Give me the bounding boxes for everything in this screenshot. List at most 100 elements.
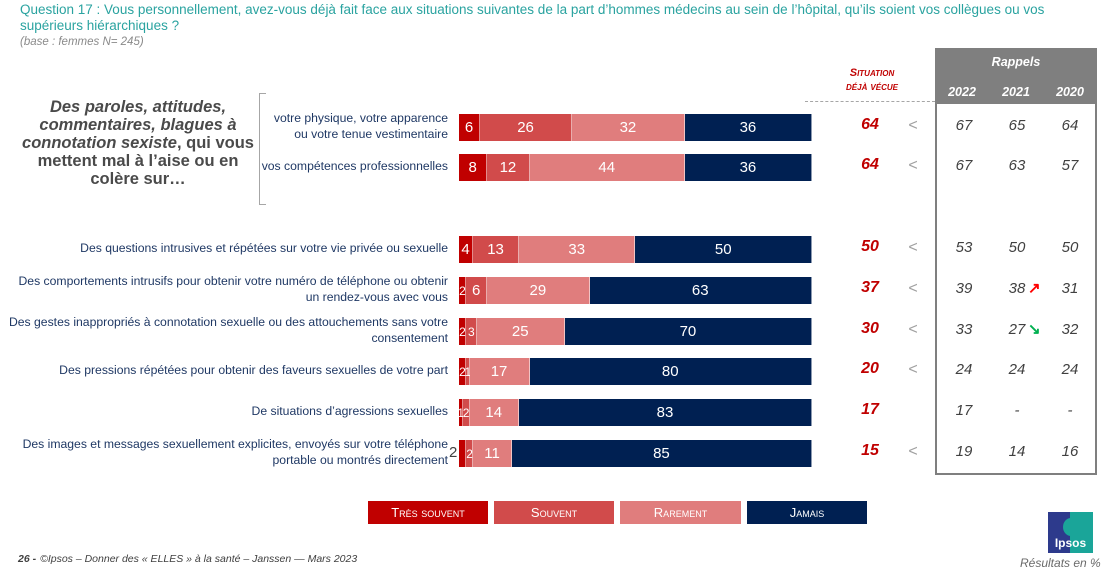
seg-rarement: 29 <box>487 277 590 304</box>
stacked-bar: 2 3 25 70 <box>459 318 812 345</box>
group-bracket <box>259 93 266 205</box>
legend-rarement: Rarement <box>620 501 741 524</box>
year-2021: 2021 <box>1002 85 1030 99</box>
situation-header-line2: déjà vécue <box>846 81 898 93</box>
seg-souvent: 12 <box>487 154 530 181</box>
seg-tres-souvent <box>459 440 467 467</box>
row-label: vos compétences professionnelles <box>261 159 448 173</box>
situation-value: 64 <box>861 116 879 133</box>
row-label: consentement <box>371 331 448 345</box>
question-text: Question 17 : Vous personnellement, avez… <box>20 2 1045 33</box>
footer-text: ©Ipsos – Donner des « ELLES » à la santé… <box>40 553 358 565</box>
comparison-sign: < <box>908 361 918 378</box>
rappel-value-2020: 57 <box>1061 157 1079 174</box>
legend-tres-souvent: Très souvent <box>368 501 488 524</box>
stacked-bar: 4 13 33 50 <box>459 236 812 263</box>
rappel-value-2022: 67 <box>955 117 973 134</box>
situation-header: Situation déjà vécue <box>822 66 922 94</box>
rappel-value-2020: 16 <box>1061 443 1079 460</box>
rappel-value-2021: 38 <box>1008 280 1026 297</box>
seg-souvent: 6 <box>466 277 488 304</box>
seg-tres-souvent: 4 <box>459 236 474 263</box>
rappel-value-2022: 33 <box>955 321 973 338</box>
rappel-value-2021: 24 <box>1008 361 1026 378</box>
base-note: (base : femmes N= 245) <box>20 36 144 48</box>
rappel-value-2022: 67 <box>955 157 973 174</box>
group-title: Des paroles, attitudes, commentaires, bl… <box>18 98 258 188</box>
seg-jamais: 63 <box>589 277 812 304</box>
stacked-bar: 2 6 29 63 <box>459 277 812 304</box>
seg-souvent: 2 <box>462 399 470 426</box>
row-label: portable ou montrés directement <box>272 453 448 467</box>
comparison-sign: < <box>908 157 918 174</box>
footer: 26 - ©Ipsos – Donner des « ELLES » à la s… <box>18 553 357 565</box>
rappel-value-2022: 39 <box>955 280 973 297</box>
year-2020: 2020 <box>1056 85 1084 99</box>
comparison-sign: < <box>908 321 918 338</box>
page-number: 26 - <box>18 553 37 565</box>
seg-jamais: 36 <box>684 154 812 181</box>
rappel-value-2022: 19 <box>955 443 973 460</box>
seg-jamais: 70 <box>564 318 812 345</box>
trend-up-arrow-icon: ↗ <box>1028 280 1041 297</box>
seg-rarement: 11 <box>473 440 512 467</box>
outside-value-label: 2 <box>449 444 458 461</box>
situation-header-line1: Situation <box>849 67 895 79</box>
situation-value: 17 <box>861 401 879 418</box>
rappel-value-2021: 27 <box>1008 321 1026 338</box>
stacked-bar: 1 2 14 83 <box>457 399 812 426</box>
logo-head-icon <box>1063 518 1079 536</box>
situation-value: 30 <box>861 320 879 337</box>
group-title-rest: , qui vous mettent mal à l’aise ou en co… <box>37 134 254 188</box>
seg-jamais: 85 <box>511 440 812 467</box>
rappel-value-2020: 31 <box>1061 280 1079 297</box>
rappel-value-2022: 24 <box>955 361 973 378</box>
rappel-value-2021: 50 <box>1008 239 1026 256</box>
row-label: Des gestes inappropriés à connotation se… <box>8 315 448 329</box>
seg-souvent: 1 <box>464 358 471 385</box>
seg-souvent: 13 <box>473 236 519 263</box>
seg-jamais: 50 <box>635 236 812 263</box>
row-label: Des comportements intrusifs pour obtenir… <box>18 274 448 288</box>
ipsos-logo: Ipsos <box>1048 512 1093 553</box>
situation-divider <box>805 101 935 102</box>
trend-down-arrow-icon: ↘ <box>1028 321 1041 338</box>
row-label: votre physique, votre apparence <box>273 111 448 125</box>
row-label: ou votre tenue vestimentaire <box>294 127 448 141</box>
situation-value: 20 <box>861 360 879 377</box>
rappels-box <box>935 48 1097 475</box>
legend-souvent: Souvent <box>494 501 614 524</box>
rappel-value-2022: 17 <box>955 402 973 419</box>
row-label: De situations d’agressions sexuelles <box>251 404 448 418</box>
results-note: Résultats en % <box>1020 556 1101 570</box>
row-label: Des questions intrusives et répétées sur… <box>80 241 448 255</box>
seg-tres-souvent: 6 <box>459 114 481 141</box>
rappels-title: Rappels <box>991 55 1041 69</box>
rappel-value-2020: - <box>1067 402 1073 419</box>
rappel-value-2020: 24 <box>1061 361 1079 378</box>
seg-rarement: 25 <box>476 318 565 345</box>
seg-tres-souvent: 8 <box>459 154 488 181</box>
stacked-bar: 2 1 17 80 <box>459 358 812 385</box>
seg-souvent: 26 <box>480 114 572 141</box>
seg-tres-souvent: 2 <box>459 318 467 345</box>
stacked-bar: 8 12 44 36 <box>459 154 812 181</box>
situation-value: 15 <box>861 442 879 459</box>
rappels-header: Rappels 2022 2021 2020 <box>935 48 1097 104</box>
comparison-sign: < <box>908 280 918 297</box>
rappel-value-2020: 32 <box>1061 321 1079 338</box>
group-title-italic: Des paroles, attitudes, commentaires, bl… <box>22 98 237 152</box>
rappel-value-2022: 53 <box>955 239 973 256</box>
situation-value: 64 <box>861 156 879 173</box>
comparison-sign: < <box>908 443 918 460</box>
rappel-value-2020: 50 <box>1061 239 1079 256</box>
rappel-value-2020: 64 <box>1061 117 1079 134</box>
year-2022: 2022 <box>948 85 976 99</box>
seg-rarement: 32 <box>571 114 685 141</box>
comparison-sign: < <box>908 117 918 134</box>
seg-jamais: 36 <box>684 114 812 141</box>
comparison-sign: < <box>908 239 918 256</box>
seg-rarement: 44 <box>529 154 685 181</box>
seg-jamais: 80 <box>529 358 812 385</box>
seg-souvent: 3 <box>466 318 477 345</box>
